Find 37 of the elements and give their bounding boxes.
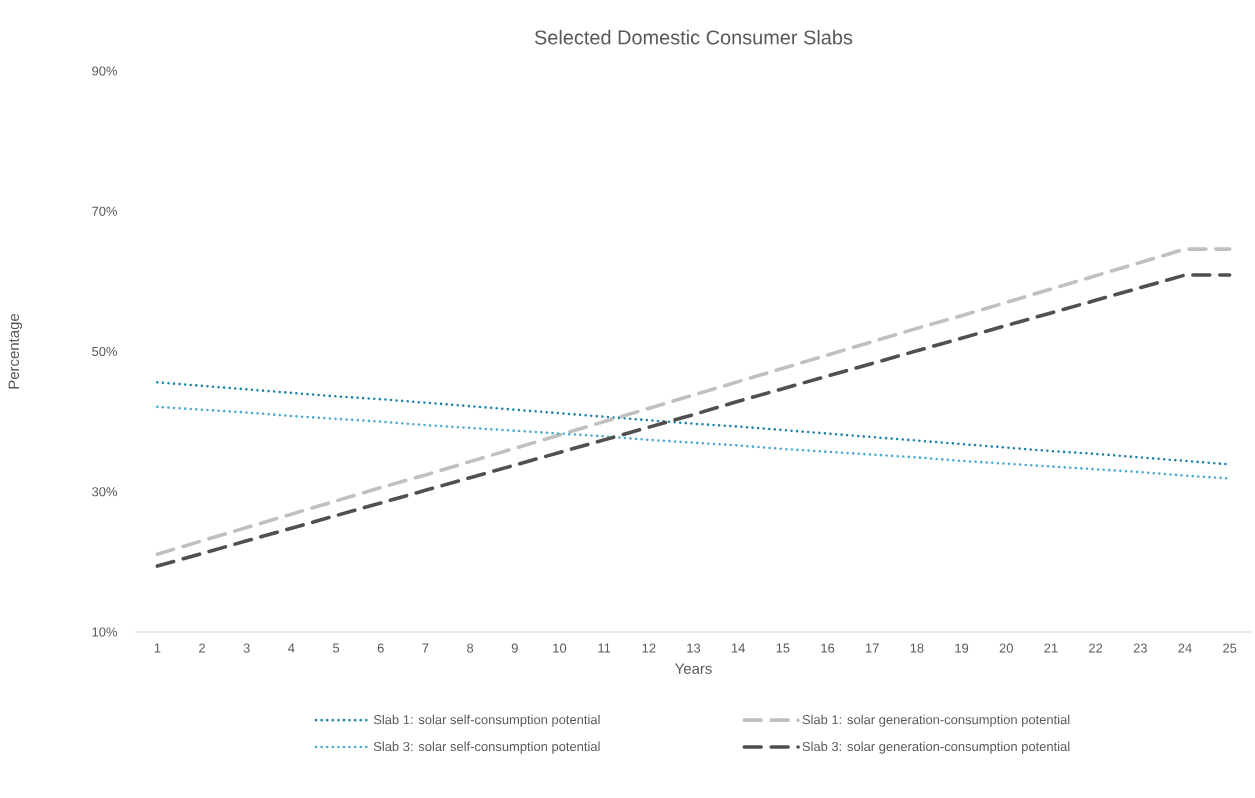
y-tick-label: 70%: [92, 206, 118, 216]
x-tick-label: 14: [731, 643, 746, 653]
x-tick-label: 17: [866, 643, 879, 653]
x-tick-label: 21: [1044, 643, 1058, 653]
x-axis-title: Years: [675, 663, 712, 674]
legend-label: Slab 1: solar self-consumption potential: [373, 714, 600, 727]
x-tick-label: 9: [511, 643, 518, 653]
x-tick-label: 23: [1133, 643, 1147, 653]
x-tick-label: 20: [999, 643, 1013, 653]
x-tick-label: 8: [467, 643, 474, 653]
x-tick-label: 7: [422, 643, 429, 653]
y-tick-label: 90%: [92, 66, 118, 76]
x-tick-label: 16: [821, 643, 835, 653]
x-tick-label: 3: [243, 643, 250, 653]
x-tick-label: 15: [776, 643, 790, 653]
x-tick-label: 10: [553, 643, 567, 653]
x-tick-label: 6: [377, 643, 384, 653]
y-tick-label: 30%: [92, 487, 118, 497]
x-tick-label: 1: [154, 643, 161, 653]
x-tick-label: 12: [642, 643, 656, 653]
x-tick-label: 22: [1089, 643, 1103, 653]
x-tick-label: 19: [955, 643, 969, 653]
y-axis-title: Percentage: [8, 313, 22, 389]
legend-label: Slab 3: solar self-consumption potential: [373, 741, 600, 754]
x-tick-label: 5: [332, 643, 340, 653]
y-tick-label: 10%: [92, 627, 118, 637]
x-tick-label: 13: [687, 643, 701, 653]
x-tick-label: 2: [199, 643, 205, 653]
x-tick-label: 11: [598, 643, 611, 653]
legend-label: Slab 1: solar generation-consumption potential: [802, 714, 1070, 727]
x-tick-label: 24: [1178, 643, 1192, 653]
x-tick-label: 18: [910, 643, 924, 653]
legend-label: Slab 3: solar generation-consumption potential: [802, 741, 1070, 754]
x-tick-label: 25: [1223, 643, 1237, 653]
x-tick-label: 4: [288, 643, 295, 653]
y-tick-label: 50%: [92, 346, 118, 357]
chart-title: Selected Domestic Consumer Slabs: [534, 29, 853, 45]
